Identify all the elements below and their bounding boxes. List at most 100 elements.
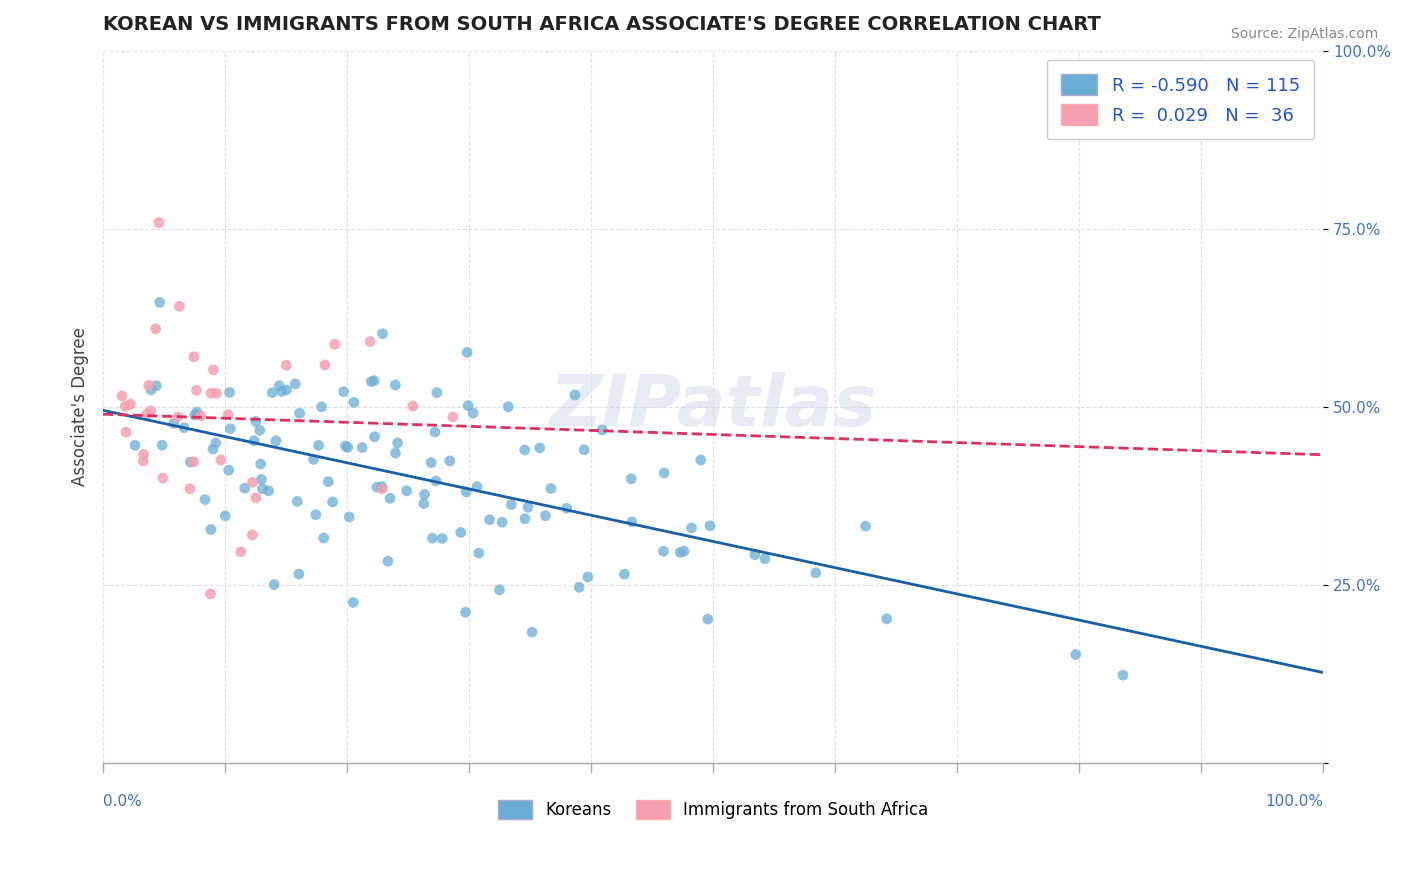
Point [669, 545, 692, 559]
Point [308, 438, 330, 452]
Point [426, 385, 449, 400]
Point [513, 443, 536, 458]
Point [384, 446, 406, 460]
Point [652, 544, 675, 558]
Point [371, 482, 394, 496]
Point [120, 397, 142, 411]
Point [312, 531, 335, 545]
Point [496, 400, 519, 414]
Point [264, 434, 287, 448]
Point [456, 345, 478, 359]
Point [302, 452, 325, 467]
Point [520, 625, 543, 640]
Point [111, 389, 134, 403]
Point [276, 358, 298, 372]
Point [491, 515, 513, 529]
Point [135, 407, 157, 421]
Point [249, 423, 271, 437]
Point [352, 441, 374, 455]
Point [139, 404, 162, 418]
Point [377, 554, 399, 568]
Point [332, 384, 354, 399]
Point [576, 570, 599, 584]
Point [620, 472, 643, 486]
Point [124, 438, 146, 452]
Point [202, 442, 225, 456]
Point [242, 475, 264, 490]
Point [115, 425, 138, 440]
Point [132, 454, 155, 468]
Point [217, 408, 239, 422]
Point [284, 376, 307, 391]
Point [696, 612, 718, 626]
Point [152, 471, 174, 485]
Point [804, 566, 827, 580]
Point [343, 395, 366, 409]
Point [422, 531, 444, 545]
Point [540, 482, 562, 496]
Point [673, 544, 696, 558]
Point [262, 385, 284, 400]
Point [371, 480, 394, 494]
Point [305, 508, 328, 522]
Point [420, 456, 443, 470]
Point [387, 436, 409, 450]
Point [360, 375, 382, 389]
Point [145, 378, 167, 392]
Point [450, 525, 472, 540]
Point [269, 378, 291, 392]
Point [363, 374, 385, 388]
Point [366, 480, 388, 494]
Point [200, 523, 222, 537]
Point [233, 481, 256, 495]
Point [454, 605, 477, 619]
Point [200, 386, 222, 401]
Point [263, 577, 285, 591]
Point [250, 472, 273, 486]
Point [534, 508, 557, 523]
Point [699, 518, 721, 533]
Point [169, 299, 191, 313]
Point [252, 482, 274, 496]
Point [311, 400, 333, 414]
Point [205, 386, 228, 401]
Point [555, 501, 578, 516]
Point [200, 587, 222, 601]
Point [613, 567, 636, 582]
Point [179, 455, 201, 469]
Point [184, 408, 207, 422]
Point [371, 326, 394, 341]
Point [342, 595, 364, 609]
Point [363, 430, 385, 444]
Point [194, 492, 217, 507]
Point [384, 378, 406, 392]
Point [754, 551, 776, 566]
Text: 100.0%: 100.0% [1265, 794, 1323, 809]
Point [456, 484, 478, 499]
Point [501, 498, 523, 512]
Point [186, 384, 208, 398]
Point [620, 515, 643, 529]
Point [1112, 668, 1135, 682]
Point [568, 580, 591, 594]
Point [457, 399, 479, 413]
Point [148, 216, 170, 230]
Point [149, 295, 172, 310]
Point [425, 474, 447, 488]
Point [572, 442, 595, 457]
Point [423, 425, 446, 439]
Point [439, 454, 461, 468]
Point [173, 420, 195, 434]
Point [681, 521, 703, 535]
Point [513, 512, 536, 526]
Point [150, 438, 173, 452]
Point [413, 487, 436, 501]
Point [378, 491, 401, 506]
Point [163, 417, 186, 431]
Point [183, 350, 205, 364]
Point [395, 483, 418, 498]
Point [468, 546, 491, 560]
Point [402, 399, 425, 413]
Point [270, 384, 292, 399]
Point [432, 532, 454, 546]
